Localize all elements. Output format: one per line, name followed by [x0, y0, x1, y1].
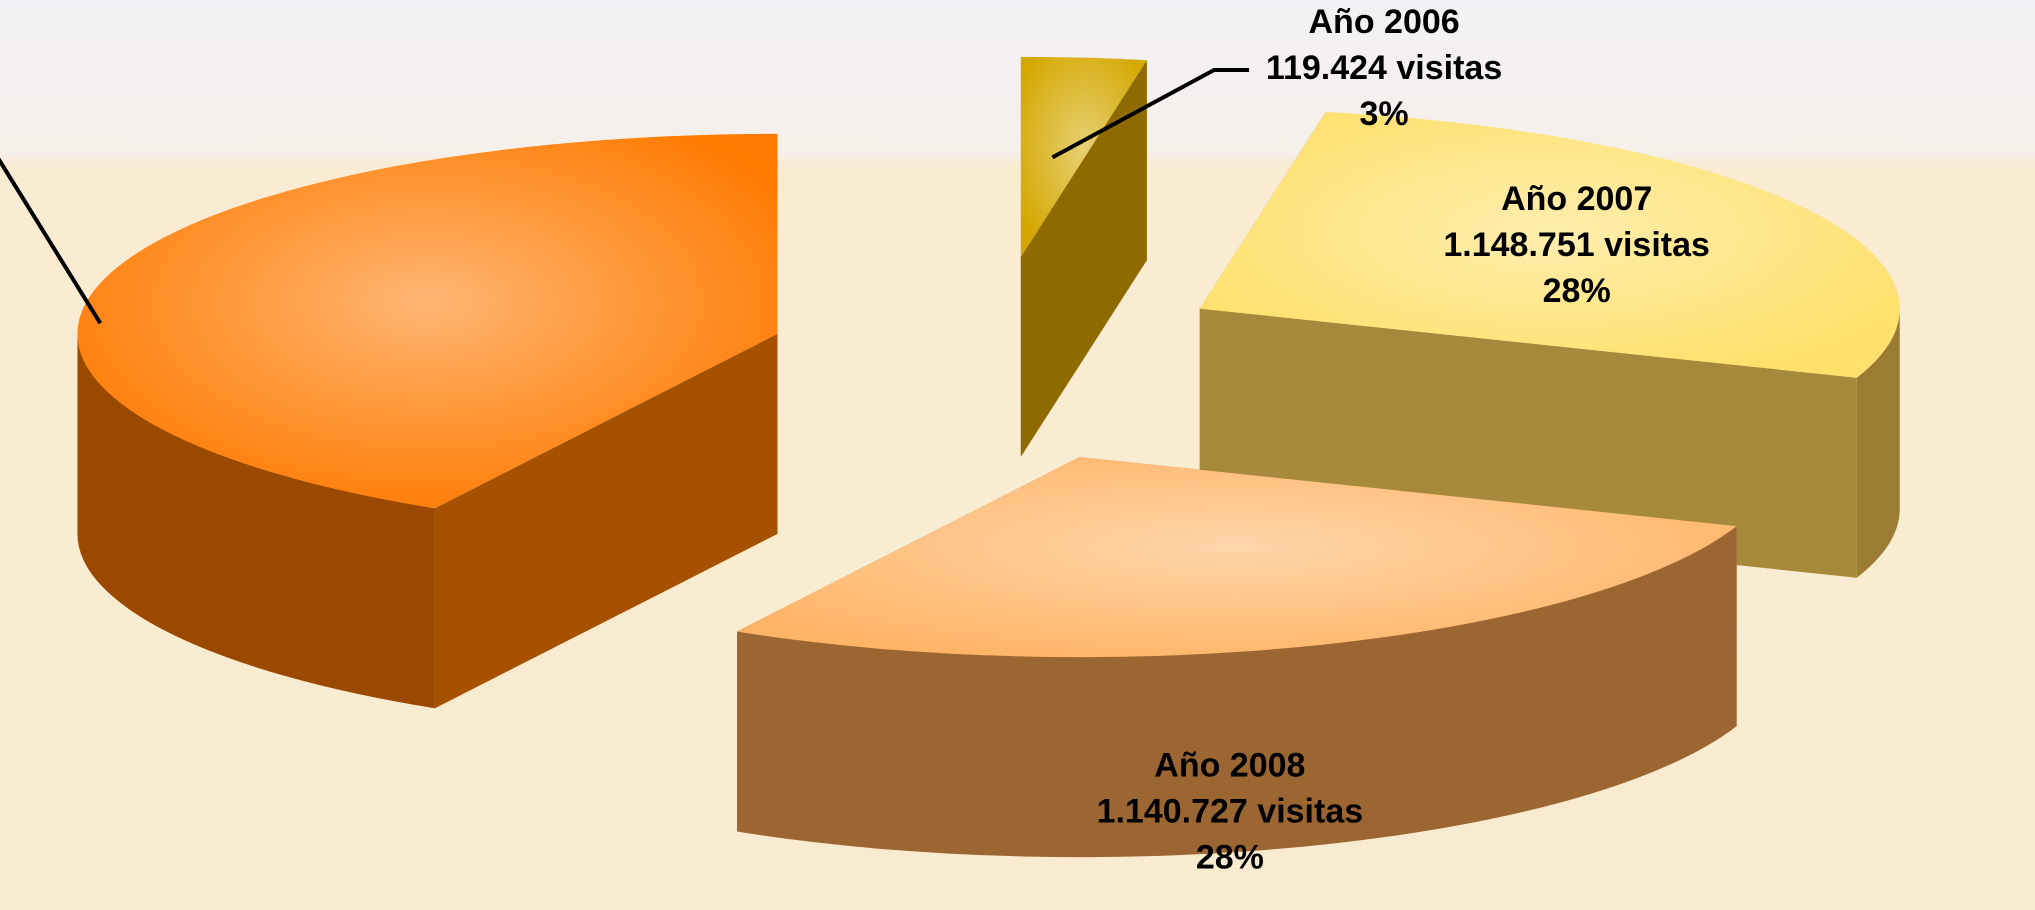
- category-label: Año 2007: [1501, 180, 1652, 218]
- pie-slice: [737, 457, 1737, 858]
- slice-side: [1020, 60, 1147, 457]
- slice-side-shade: [434, 333, 778, 709]
- slice-top-shine: [1199, 111, 1900, 378]
- pie-slice: [1020, 56, 1147, 457]
- value-label: 1.148.751 visitas: [1443, 226, 1710, 264]
- slice-side-shade: [737, 526, 1737, 858]
- category-label: Año 2006: [1309, 3, 1460, 41]
- leader-line: [0, 157, 102, 325]
- slice-top-shine: [1020, 56, 1147, 257]
- leader-line: [1051, 68, 1250, 160]
- slice-side-shade: [77, 333, 435, 709]
- slice-side-shade: [1856, 308, 1900, 578]
- slice-top-shine: [77, 133, 778, 509]
- value-label: 1.140.727 visitas: [1097, 792, 1364, 830]
- percent-label: 3%: [1360, 95, 1409, 133]
- value-label: 119.424 visitas: [1266, 49, 1502, 87]
- percent-label: 28%: [1543, 272, 1611, 310]
- category-label: Año 2008: [1154, 746, 1305, 784]
- slice-top-shine: [737, 457, 1737, 658]
- percent-label: 28%: [1196, 838, 1264, 876]
- slice-side: [434, 333, 778, 709]
- slice-side-shade: [1020, 60, 1147, 457]
- pie-slice: [77, 133, 778, 709]
